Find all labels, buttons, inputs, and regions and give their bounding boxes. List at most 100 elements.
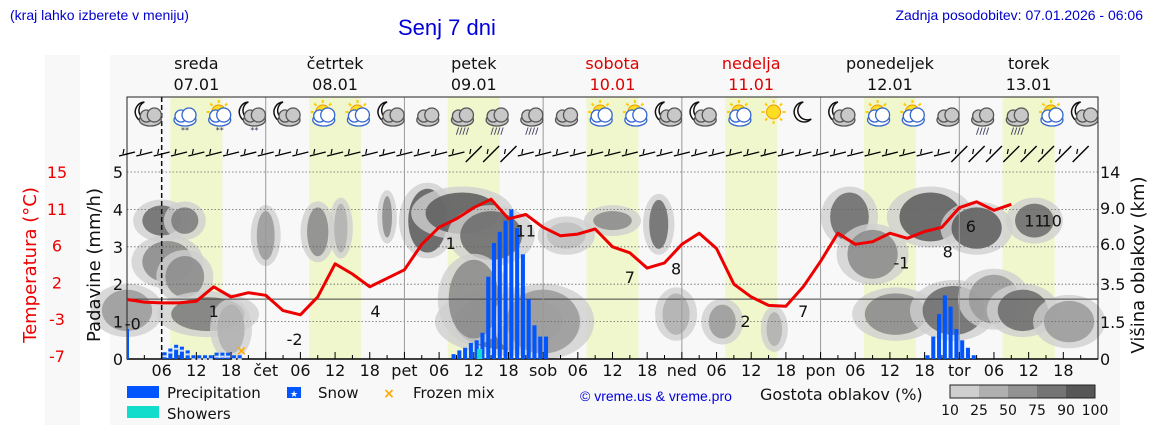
temperature-label: 6 <box>966 217 976 236</box>
svg-text:Showers: Showers <box>167 405 231 423</box>
cloud-height-tick: 14 <box>1100 163 1120 182</box>
day-name: ponedeljek <box>846 54 935 73</box>
svg-text:////: //// <box>491 127 505 137</box>
cloud-rain-icon: //// <box>520 107 544 137</box>
svg-text:06: 06 <box>845 361 865 380</box>
svg-text:18: 18 <box>637 361 657 380</box>
frozen-mix-marker: × <box>236 344 247 359</box>
day-date: 09.01 <box>451 75 497 94</box>
svg-text:Snow: Snow <box>318 384 358 402</box>
sun-cloud-icon <box>345 100 371 127</box>
temperature-label: 2 <box>740 312 750 331</box>
svg-text:18: 18 <box>776 361 796 380</box>
day-name: sreda <box>174 54 218 73</box>
moon-cloud-icon <box>689 101 717 127</box>
day-name: sobota <box>585 54 639 73</box>
moon-cloud-icon <box>273 101 301 127</box>
temperature-label: 8 <box>671 259 681 278</box>
cloud-icon <box>554 107 579 127</box>
copyright-link[interactable]: © vreme.us & vreme.pro <box>580 388 732 404</box>
svg-text:ned: ned <box>667 361 697 380</box>
moon-cloud-icon <box>134 101 162 127</box>
moon-cloud-snow-icon: ** <box>238 101 267 135</box>
temperature-label: 1 <box>209 302 219 321</box>
temperature-line <box>126 197 1012 317</box>
sun-cloud-icon <box>726 100 752 127</box>
location-hint[interactable]: (kraj lahko izberete v meniju) <box>10 7 189 23</box>
temp-axis-label: Temperatura (°C) <box>20 187 41 344</box>
cloud-height-tick: 0 <box>1100 350 1110 369</box>
svg-text:12: 12 <box>186 361 206 380</box>
sun-cloud-snow-icon: ** <box>206 100 232 135</box>
cloud-rain-icon: //// <box>970 107 995 137</box>
svg-text:18: 18 <box>1053 361 1073 380</box>
temp-tick: -3 <box>49 310 65 329</box>
page-title: Senj 7 dni <box>398 15 496 40</box>
svg-text:90: 90 <box>1057 403 1075 419</box>
svg-text:pet: pet <box>391 361 417 380</box>
svg-text:18: 18 <box>914 361 934 380</box>
day-date: 12.01 <box>867 75 913 94</box>
svg-text:06: 06 <box>429 361 449 380</box>
moon-cloud-icon <box>828 101 856 127</box>
temperature-label: 10 <box>1042 211 1062 230</box>
svg-text:×: × <box>383 386 395 402</box>
precip-axis-label: Padavine (mm/h) <box>84 188 105 342</box>
precip-tick: 2 <box>113 275 123 294</box>
precip-tick: 3 <box>113 238 123 257</box>
weather-icons: ** ** ** //// //// //// //// //// <box>134 100 1099 137</box>
moon-cloud-icon <box>1070 101 1099 127</box>
day-name: nedelja <box>722 54 781 73</box>
day-date: 07.01 <box>173 75 219 94</box>
cloud-height-tick: 6.0 <box>1100 235 1125 254</box>
x-axis-labels: 06 12 18 čet 06 12 18 pet 06 12 18 sob 06 12 18 ned 06 12… <box>151 361 1073 380</box>
svg-text:////: //// <box>1011 127 1025 137</box>
sun-cloud-icon <box>1038 100 1064 127</box>
day-date: 11.01 <box>728 75 774 94</box>
svg-text:**: ** <box>216 126 224 135</box>
moon-icon <box>793 101 812 123</box>
svg-text:12: 12 <box>464 361 484 380</box>
cloud-height-tick: 1.5 <box>1100 313 1125 332</box>
temp-tick: 2 <box>52 273 62 292</box>
precipitation-bars: × <box>127 209 976 361</box>
temperature-label: -1 <box>894 253 910 272</box>
svg-text:06: 06 <box>151 361 171 380</box>
day-name: torek <box>1008 54 1050 73</box>
svg-text:18: 18 <box>498 361 518 380</box>
last-update: Zadnja posodobitev: 07.01.2026 - 06:06 <box>895 7 1143 23</box>
svg-text:12: 12 <box>880 361 900 380</box>
showers-bar <box>477 349 483 359</box>
temperature-label: 4 <box>370 302 380 321</box>
sun-cloud-icon <box>900 100 925 127</box>
temperature-label: 8 <box>943 242 953 261</box>
svg-text:čet: čet <box>253 361 278 380</box>
precip-tick: 5 <box>113 163 123 182</box>
svg-text:06: 06 <box>706 361 726 380</box>
temperature-label: 11 <box>516 222 536 241</box>
temp-tick: -7 <box>49 347 65 366</box>
svg-text:Gostota oblakov (%): Gostota oblakov (%) <box>760 385 923 404</box>
cloud-rain-icon: //// <box>1005 107 1029 137</box>
temperature-label: 7 <box>798 302 808 321</box>
temperature-label: -0 <box>125 315 141 334</box>
temp-tick: 11 <box>47 200 67 219</box>
cloud-icon <box>416 107 440 127</box>
svg-text:12: 12 <box>602 361 622 380</box>
legend: Precipitation ★ Snow × Frozen mix Showers Gost… <box>127 384 1108 423</box>
svg-text:06: 06 <box>984 361 1004 380</box>
svg-text:sob: sob <box>529 361 557 380</box>
sun-cloud-icon <box>865 100 891 127</box>
temperature-label: 11 <box>1024 211 1044 230</box>
cloud-icon <box>936 107 960 127</box>
svg-text:100: 100 <box>1082 403 1109 419</box>
precip-tick: 0 <box>113 350 123 369</box>
cloud-rain-icon: //// <box>485 107 509 137</box>
svg-text:Frozen mix: Frozen mix <box>413 384 495 402</box>
temperature-label: 7 <box>625 268 635 287</box>
svg-text:12: 12 <box>741 361 761 380</box>
wind-barbs <box>118 145 1090 163</box>
moon-cloud-icon <box>654 101 683 127</box>
cloud-height-tick: 9.0 <box>1100 199 1125 218</box>
